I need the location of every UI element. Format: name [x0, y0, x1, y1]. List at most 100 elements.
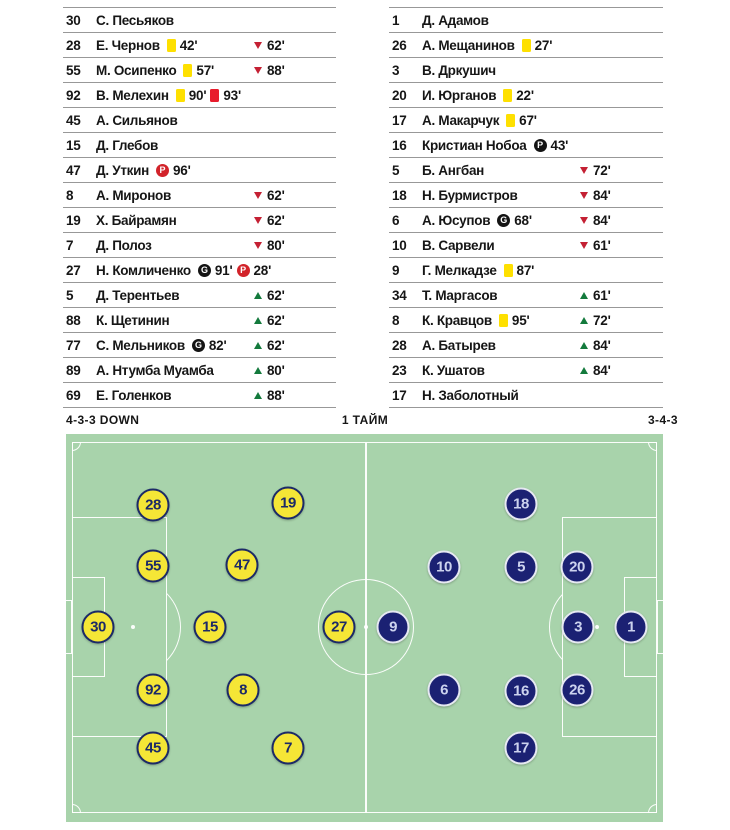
pitch-player-number: 20 [569, 558, 585, 576]
player-row-home-6[interactable]: 47 Д. Уткин P 96' [63, 158, 336, 183]
pitch-player-away-1[interactable]: 1 [614, 610, 648, 644]
pitch-player-number: 1 [627, 618, 635, 636]
pitch-player-away-10[interactable]: 10 [427, 550, 461, 584]
player-row-home-9[interactable]: 7 Д. Полоз 80' [63, 233, 336, 258]
event-minute: 90' [188, 87, 207, 103]
pitch-player-number: 8 [239, 681, 247, 699]
player-number: 23 [392, 362, 407, 378]
pitch-player-home-19[interactable]: 19 [271, 486, 305, 520]
player-row-away-14[interactable]: 23 К. Ушатов 84' [389, 358, 663, 383]
player-row-away-3[interactable]: 20 И. Юрганов 22' [389, 83, 663, 108]
pitch-player-away-3[interactable]: 3 [561, 610, 595, 644]
player-row-home-2[interactable]: 55 М. Осипенко 57' 88' [63, 58, 336, 83]
player-row-home-13[interactable]: 77 С. Мельников G 82' 62' [63, 333, 336, 358]
player-row-home-1[interactable]: 28 Е. Чернов 42' 62' [63, 33, 336, 58]
pitch-player-home-45[interactable]: 45 [136, 731, 170, 765]
player-row-away-1[interactable]: 26 А. Мещанинов 27' [389, 33, 663, 58]
sub-minute: 80' [267, 237, 285, 253]
player-row-home-4[interactable]: 45 А. Сильянов [63, 108, 336, 133]
player-number: 3 [392, 62, 400, 78]
penalty-icon: P [533, 138, 547, 152]
player-name: Е. Голенков [96, 387, 172, 403]
pitch-player-number: 7 [284, 739, 292, 757]
player-name: А. Макарчук [422, 112, 500, 128]
event-minute: 82' [208, 337, 227, 353]
player-events: G 91' P 28' [197, 263, 271, 278]
player-row-away-6[interactable]: 5 Б. Ангбан 72' [389, 158, 663, 183]
sub-in-icon [254, 341, 262, 349]
pitch-right-penalty-spot [595, 625, 599, 629]
goal-icon: G [497, 213, 511, 227]
player-row-away-10[interactable]: 9 Г. Мелкадзе 87' [389, 258, 663, 283]
pitch-player-home-47[interactable]: 47 [225, 548, 259, 582]
player-name: Б. Ангбан [422, 162, 485, 178]
pitch-player-number: 5 [517, 558, 525, 576]
player-name: А. Сильянов [96, 112, 178, 128]
player-row-home-8[interactable]: 19 Х. Байрамян 62' [63, 208, 336, 233]
pitch-player-number: 92 [145, 681, 161, 699]
player-name: А. Батырев [422, 337, 496, 353]
sub-out-icon [254, 66, 262, 74]
pitch-player-home-8[interactable]: 8 [226, 673, 260, 707]
pitch-player-home-92[interactable]: 92 [136, 673, 170, 707]
sub-out-icon [254, 216, 262, 224]
pitch-left-penalty-arc [167, 579, 182, 675]
player-row-home-12[interactable]: 88 К. Щетинин 62' [63, 308, 336, 333]
sub-minute: 61' [593, 237, 611, 253]
pitch-player-away-26[interactable]: 26 [560, 673, 594, 707]
pitch-player-away-20[interactable]: 20 [560, 550, 594, 584]
pitch-player-number: 45 [145, 739, 161, 757]
home-team-lineup-table: 30 С. Песьяков 28 Е. Чернов 42' 62' 55 М. Осипе… [63, 7, 336, 408]
player-row-away-13[interactable]: 28 А. Батырев 84' [389, 333, 663, 358]
player-row-home-7[interactable]: 8 А. Миронов 62' [63, 183, 336, 208]
sub-in-icon [580, 366, 588, 374]
player-row-away-4[interactable]: 17 А. Макарчук 67' [389, 108, 663, 133]
player-row-home-10[interactable]: 27 Н. Комличенко G 91' P 28' [63, 258, 336, 283]
pitch-player-home-55[interactable]: 55 [136, 549, 170, 583]
player-name: В. Мелехин [96, 87, 169, 103]
player-row-home-11[interactable]: 5 Д. Терентьев 62' [63, 283, 336, 308]
pitch-player-away-18[interactable]: 18 [504, 487, 538, 521]
yellow-card-icon [521, 38, 531, 52]
pitch-player-away-6[interactable]: 6 [427, 673, 461, 707]
player-events: P 43' [533, 137, 569, 153]
pitch-left-penalty-spot [131, 625, 135, 629]
player-name: Д. Терентьев [96, 287, 180, 303]
pitch-player-home-15[interactable]: 15 [193, 610, 227, 644]
sub-out-icon [254, 41, 262, 49]
substitution-in: 62' [254, 338, 285, 353]
pitch-player-away-17[interactable]: 17 [504, 731, 538, 765]
pitch-player-number: 6 [440, 681, 448, 699]
player-row-away-5[interactable]: 16 Кристиан Нобоа P 43' [389, 133, 663, 158]
event-minute: 67' [519, 112, 537, 128]
player-row-away-15[interactable]: 17 Н. Заболотный [389, 383, 663, 408]
substitution-in: 61' [580, 288, 611, 303]
pitch-player-away-16[interactable]: 16 [504, 674, 538, 708]
substitution-in: 84' [580, 363, 611, 378]
pitch-player-home-7[interactable]: 7 [271, 731, 305, 765]
player-row-home-15[interactable]: 69 Е. Голенков 88' [63, 383, 336, 408]
pitch-player-home-30[interactable]: 30 [81, 610, 115, 644]
player-row-away-11[interactable]: 34 Т. Маргасов 61' [389, 283, 663, 308]
player-row-away-8[interactable]: 6 А. Юсупов G 68' 84' [389, 208, 663, 233]
player-row-away-12[interactable]: 8 К. Кравцов 95' 72' [389, 308, 663, 333]
player-row-away-2[interactable]: 3 В. Дркушич [389, 58, 663, 83]
substitution-out: 62' [254, 38, 285, 53]
pitch-player-away-5[interactable]: 5 [504, 550, 538, 584]
player-number: 30 [66, 12, 81, 28]
penalty-icon: P [236, 263, 250, 277]
pitch-player-home-28[interactable]: 28 [136, 488, 170, 522]
player-name: Х. Байрамян [96, 212, 177, 228]
event-minute: 22' [516, 87, 534, 103]
player-row-away-9[interactable]: 10 В. Сарвели 61' [389, 233, 663, 258]
player-name: А. Миронов [96, 187, 171, 203]
pitch-player-away-9[interactable]: 9 [376, 610, 410, 644]
pitch-player-home-27[interactable]: 27 [322, 610, 356, 644]
player-row-home-5[interactable]: 15 Д. Глебов [63, 133, 336, 158]
player-row-home-3[interactable]: 92 В. Мелехин 90' 93' [63, 83, 336, 108]
player-row-away-7[interactable]: 18 Н. Бурмистров 84' [389, 183, 663, 208]
event-minute: 43' [550, 137, 569, 153]
player-row-home-0[interactable]: 30 С. Песьяков [63, 8, 336, 33]
player-row-home-14[interactable]: 89 А. Нтумба Муамба 80' [63, 358, 336, 383]
player-row-away-0[interactable]: 1 Д. Адамов [389, 8, 663, 33]
